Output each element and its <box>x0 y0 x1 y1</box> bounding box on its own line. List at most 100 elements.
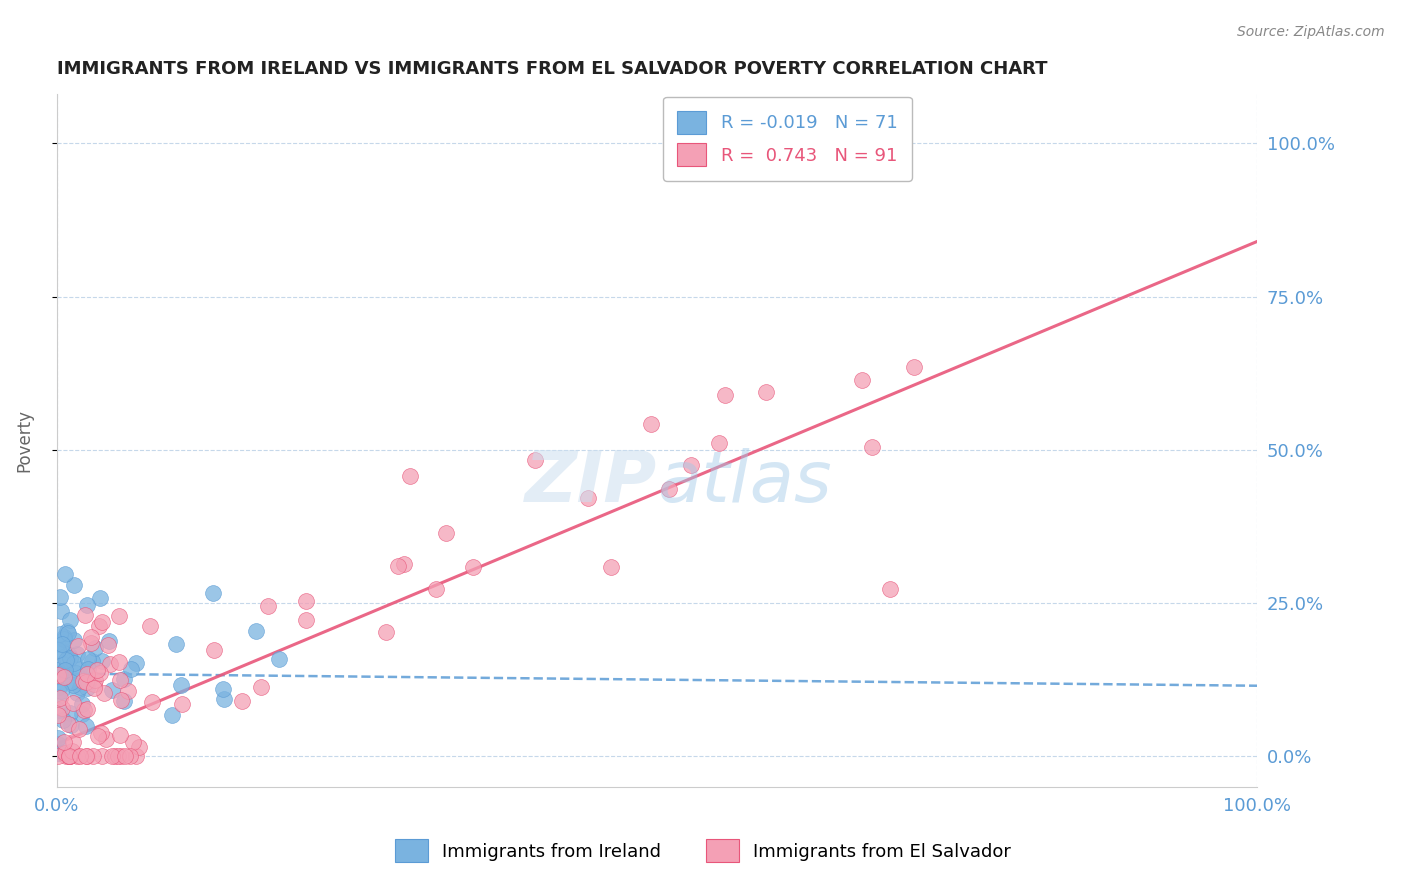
Point <box>82 749 104 764</box>
Point <box>860 441 883 455</box>
Point <box>141 695 163 709</box>
Point <box>640 417 662 431</box>
Point <box>269 652 291 666</box>
Point <box>394 557 416 571</box>
Point <box>172 698 194 712</box>
Point <box>201 585 224 599</box>
Point <box>75 749 97 764</box>
Point <box>93 686 115 700</box>
Point <box>52 713 75 727</box>
Point <box>56 624 79 638</box>
Point <box>48 680 70 694</box>
Point <box>46 636 69 650</box>
Point <box>51 637 73 651</box>
Point <box>58 749 80 764</box>
Point <box>52 664 75 678</box>
Point <box>231 694 253 708</box>
Point <box>55 749 77 764</box>
Point <box>295 594 318 608</box>
Point <box>139 618 162 632</box>
Point <box>58 749 80 764</box>
Point <box>101 683 124 698</box>
Point <box>66 647 89 661</box>
Point <box>425 582 447 597</box>
Point <box>49 604 72 618</box>
Point <box>125 656 148 670</box>
Point <box>755 384 778 399</box>
Point <box>66 639 89 653</box>
Point <box>89 591 111 606</box>
Point <box>118 749 141 764</box>
Point <box>46 690 69 704</box>
Point <box>108 609 131 624</box>
Point <box>59 674 82 689</box>
Point <box>76 667 98 681</box>
Point <box>375 624 398 639</box>
Point <box>83 677 105 691</box>
Point <box>112 672 135 686</box>
Point <box>76 681 98 696</box>
Point <box>52 668 75 682</box>
Point <box>461 560 484 574</box>
Point <box>101 749 124 764</box>
Point <box>80 630 103 644</box>
Y-axis label: Poverty: Poverty <box>15 409 32 472</box>
Point <box>576 491 599 505</box>
Point <box>212 681 235 696</box>
Point <box>73 703 96 717</box>
Point <box>69 749 91 764</box>
Point <box>245 624 267 638</box>
Point <box>53 669 76 683</box>
Point <box>69 680 91 694</box>
Point <box>387 559 409 574</box>
Point <box>249 680 271 694</box>
Point <box>160 708 183 723</box>
Point <box>170 678 193 692</box>
Point <box>75 674 97 689</box>
Point <box>58 706 80 720</box>
Point <box>84 673 107 687</box>
Point <box>59 749 82 764</box>
Point <box>52 735 75 749</box>
Point <box>120 662 142 676</box>
Point <box>87 729 110 743</box>
Point <box>46 749 69 764</box>
Point <box>53 630 76 644</box>
Point <box>53 566 76 581</box>
Point <box>112 694 135 708</box>
Point <box>108 673 131 687</box>
Point <box>56 717 79 731</box>
Point <box>114 749 136 764</box>
Point <box>709 435 731 450</box>
Point <box>600 560 623 574</box>
Point <box>80 654 103 668</box>
Point <box>46 707 69 722</box>
Point <box>62 678 84 692</box>
Point <box>122 735 145 749</box>
Point <box>87 619 110 633</box>
Point <box>53 663 76 677</box>
Point <box>72 674 94 689</box>
Point <box>46 743 69 757</box>
Point <box>58 648 80 662</box>
Point <box>55 653 77 667</box>
Point <box>53 746 76 760</box>
Point <box>681 458 703 472</box>
Point <box>59 651 82 665</box>
Point <box>49 683 72 698</box>
Point <box>202 643 225 657</box>
Point <box>52 657 75 672</box>
Point <box>90 726 112 740</box>
Text: Source: ZipAtlas.com: Source: ZipAtlas.com <box>1237 25 1385 39</box>
Point <box>84 640 107 655</box>
Point <box>62 735 84 749</box>
Point <box>75 608 97 623</box>
Point <box>62 577 84 591</box>
Point <box>56 652 79 666</box>
Point <box>48 703 70 717</box>
Point <box>46 636 69 650</box>
Point <box>62 696 84 710</box>
Point <box>89 666 111 681</box>
Point <box>108 728 131 742</box>
Point <box>76 702 98 716</box>
